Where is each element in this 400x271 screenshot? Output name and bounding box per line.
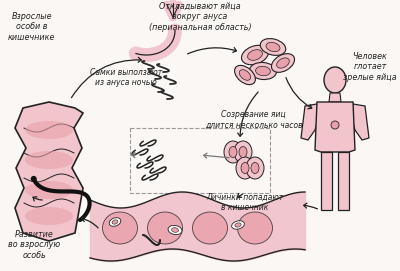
Ellipse shape [112, 220, 118, 224]
Ellipse shape [25, 151, 73, 169]
Polygon shape [315, 102, 355, 152]
Ellipse shape [172, 228, 178, 232]
Polygon shape [301, 104, 319, 140]
Ellipse shape [246, 157, 264, 179]
Ellipse shape [168, 225, 182, 235]
Ellipse shape [248, 50, 262, 60]
Text: Человек
глотает
зрелые яйца: Человек глотает зрелые яйца [343, 52, 397, 82]
Text: Созревание яиц
длится несколько часов: Созревание яиц длится несколько часов [205, 110, 303, 129]
Ellipse shape [25, 181, 73, 199]
Polygon shape [329, 93, 341, 102]
Ellipse shape [266, 42, 280, 52]
Bar [130, 128, 270, 193]
Ellipse shape [256, 66, 270, 76]
Polygon shape [338, 152, 349, 210]
Ellipse shape [260, 38, 286, 56]
Ellipse shape [224, 141, 242, 163]
Text: Самки выползают
из ануса ночью: Самки выползают из ануса ночью [90, 68, 162, 88]
Ellipse shape [272, 54, 294, 72]
Ellipse shape [25, 207, 73, 225]
Ellipse shape [148, 212, 182, 244]
Polygon shape [15, 102, 83, 241]
Ellipse shape [239, 147, 247, 157]
Polygon shape [321, 152, 332, 210]
Polygon shape [351, 104, 369, 140]
Ellipse shape [235, 223, 241, 227]
Text: Развитие
во взрослую
особь: Развитие во взрослую особь [8, 230, 60, 260]
Ellipse shape [277, 58, 289, 68]
Text: Взрослые
особи в
кишечнике: Взрослые особи в кишечнике [8, 12, 55, 42]
Ellipse shape [242, 45, 268, 65]
Ellipse shape [229, 147, 237, 157]
Ellipse shape [109, 218, 121, 226]
Ellipse shape [232, 221, 244, 229]
Ellipse shape [238, 212, 272, 244]
Ellipse shape [192, 212, 228, 244]
Ellipse shape [331, 121, 339, 129]
Ellipse shape [239, 70, 251, 80]
Ellipse shape [250, 62, 276, 80]
Ellipse shape [25, 121, 73, 139]
Ellipse shape [241, 163, 249, 173]
Ellipse shape [31, 176, 37, 182]
Text: Личинки попадают
в кишечник: Личинки попадают в кишечник [206, 193, 284, 212]
Ellipse shape [251, 163, 259, 173]
Text: Откладывают яйца
вокруг ануса
(перианальная область): Откладывают яйца вокруг ануса (перианаль… [149, 2, 251, 32]
Ellipse shape [324, 67, 346, 93]
Ellipse shape [234, 141, 252, 163]
Ellipse shape [235, 65, 255, 85]
Ellipse shape [236, 157, 254, 179]
Ellipse shape [102, 212, 138, 244]
